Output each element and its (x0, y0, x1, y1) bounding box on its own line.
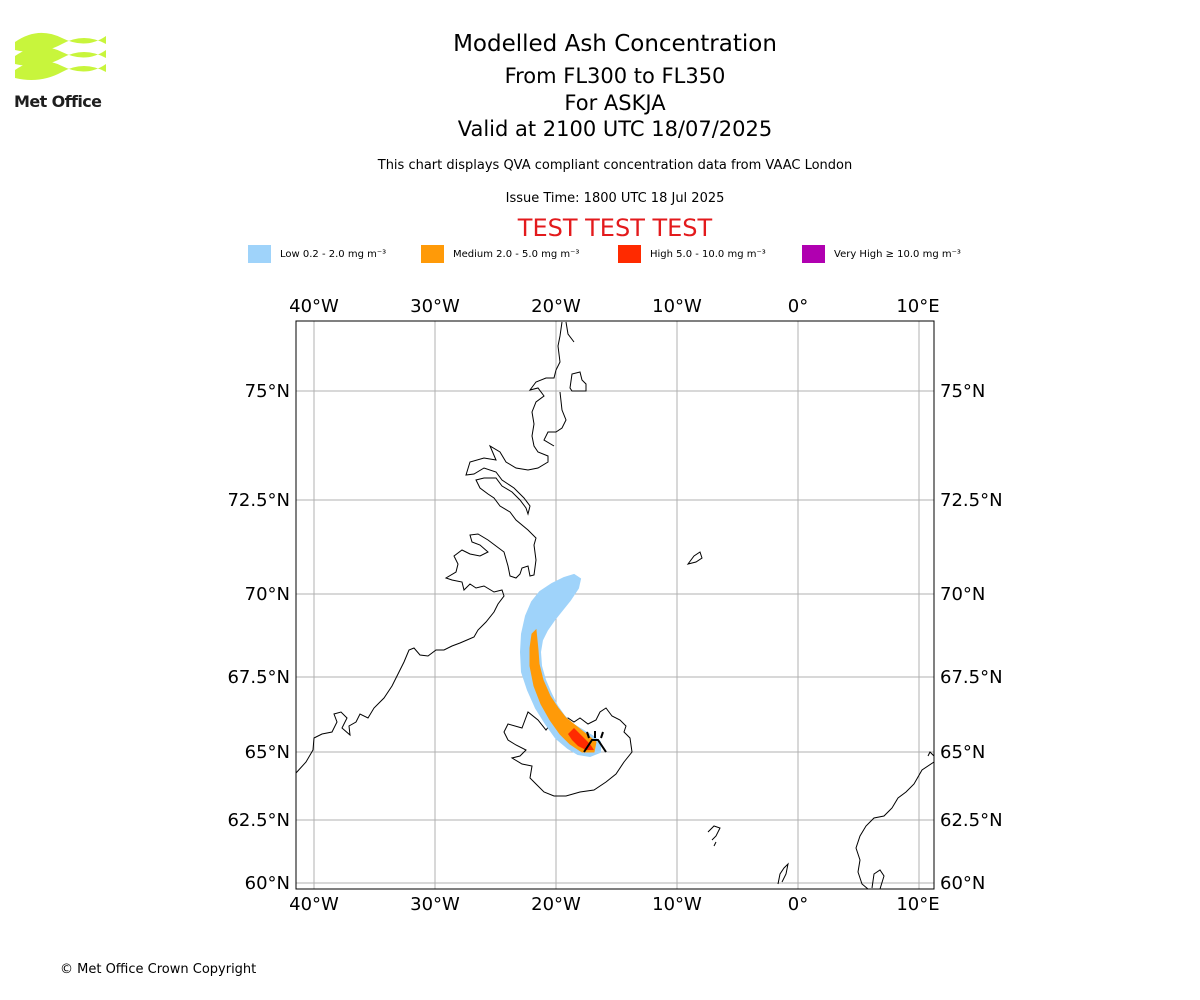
legend-item-medium: Medium 2.0 - 5.0 mg m⁻³ (421, 244, 579, 264)
lat-tick-left: 62.5°N (227, 810, 290, 831)
lon-tick-top: 10°E (896, 296, 939, 317)
lat-tick-right: 75°N (940, 381, 985, 402)
lon-tick-bottom: 40°W (289, 894, 339, 915)
lon-ticks-bottom: 40°W 30°W 20°W 10°W 0° 10°E (289, 894, 939, 915)
lat-tick-right: 65°N (940, 742, 985, 763)
legend-swatch-high (618, 245, 641, 263)
jan-mayen-coastline (686, 551, 703, 565)
legend-label-high: High 5.0 - 10.0 mg m⁻³ (650, 248, 766, 260)
lon-tick-top: 30°W (410, 296, 460, 317)
lat-tick-right: 72.5°N (940, 490, 1003, 511)
norway-coastline (855, 751, 935, 890)
copyright-notice: © Met Office Crown Copyright (60, 962, 257, 977)
lon-tick-bottom: 30°W (410, 894, 460, 915)
lat-tick-right: 62.5°N (940, 810, 1003, 831)
lon-tick-top: 10°W (652, 296, 702, 317)
volcano-icon (583, 731, 607, 753)
chart-title: Modelled Ash Concentration (453, 31, 777, 57)
iceland-coastline (503, 707, 633, 797)
lat-tick-left: 75°N (245, 381, 290, 402)
lat-ticks-right: 75°N 72.5°N 70°N 67.5°N 65°N 62.5°N 60°N (940, 381, 1003, 894)
greenland-coastline (295, 321, 587, 774)
lat-tick-right: 60°N (940, 873, 985, 894)
shetland-coastline (777, 862, 789, 885)
lat-ticks-left: 75°N 72.5°N 70°N 67.5°N 65°N 62.5°N 60°N (227, 381, 290, 894)
map-gridlines (296, 321, 934, 889)
met-office-logo (15, 32, 106, 80)
lon-tick-bottom: 20°W (531, 894, 581, 915)
flight-level-range: From FL300 to FL350 (504, 64, 726, 88)
lon-ticks-top: 40°W 30°W 20°W 10°W 0° 10°E (289, 296, 939, 317)
legend-swatch-low (248, 245, 271, 263)
volcano-name: For ASKJA (564, 91, 666, 115)
legend-swatch-very-high (802, 245, 825, 263)
legend-item-low: Low 0.2 - 2.0 mg m⁻³ (248, 244, 386, 264)
logo-text: Met Office (14, 92, 102, 111)
lat-tick-left: 60°N (245, 873, 290, 894)
test-banner: TEST TEST TEST (517, 214, 713, 242)
issue-time: Issue Time: 1800 UTC 18 Jul 2025 (505, 191, 725, 206)
lon-tick-top: 40°W (289, 296, 339, 317)
valid-time: Valid at 2100 UTC 18/07/2025 (457, 117, 773, 141)
chart-description: This chart displays QVA compliant concen… (377, 158, 853, 173)
ash-plume-medium (529, 628, 597, 753)
legend-label-medium: Medium 2.0 - 5.0 mg m⁻³ (453, 248, 580, 260)
legend-item-very-high: Very High ≥ 10.0 mg m⁻³ (802, 244, 961, 264)
legend-label-very-high: Very High ≥ 10.0 mg m⁻³ (834, 248, 961, 260)
faroe-islands-coastline (707, 825, 721, 847)
lat-tick-left: 67.5°N (227, 667, 290, 688)
lat-tick-right: 70°N (940, 584, 985, 605)
lon-tick-bottom: 10°E (896, 894, 939, 915)
lon-tick-top: 20°W (531, 296, 581, 317)
legend-label-low: Low 0.2 - 2.0 mg m⁻³ (280, 248, 387, 260)
lon-tick-bottom: 10°W (652, 894, 702, 915)
lon-tick-bottom: 0° (788, 894, 808, 915)
lat-tick-left: 65°N (245, 742, 290, 763)
ash-plume-high (568, 728, 594, 750)
legend-item-high: High 5.0 - 10.0 mg m⁻³ (618, 244, 766, 264)
lat-tick-left: 72.5°N (227, 490, 290, 511)
lat-tick-right: 67.5°N (940, 667, 1003, 688)
legend-swatch-medium (421, 245, 444, 263)
lon-tick-top: 0° (788, 296, 808, 317)
lat-tick-left: 70°N (245, 584, 290, 605)
map-frame (295, 320, 935, 890)
